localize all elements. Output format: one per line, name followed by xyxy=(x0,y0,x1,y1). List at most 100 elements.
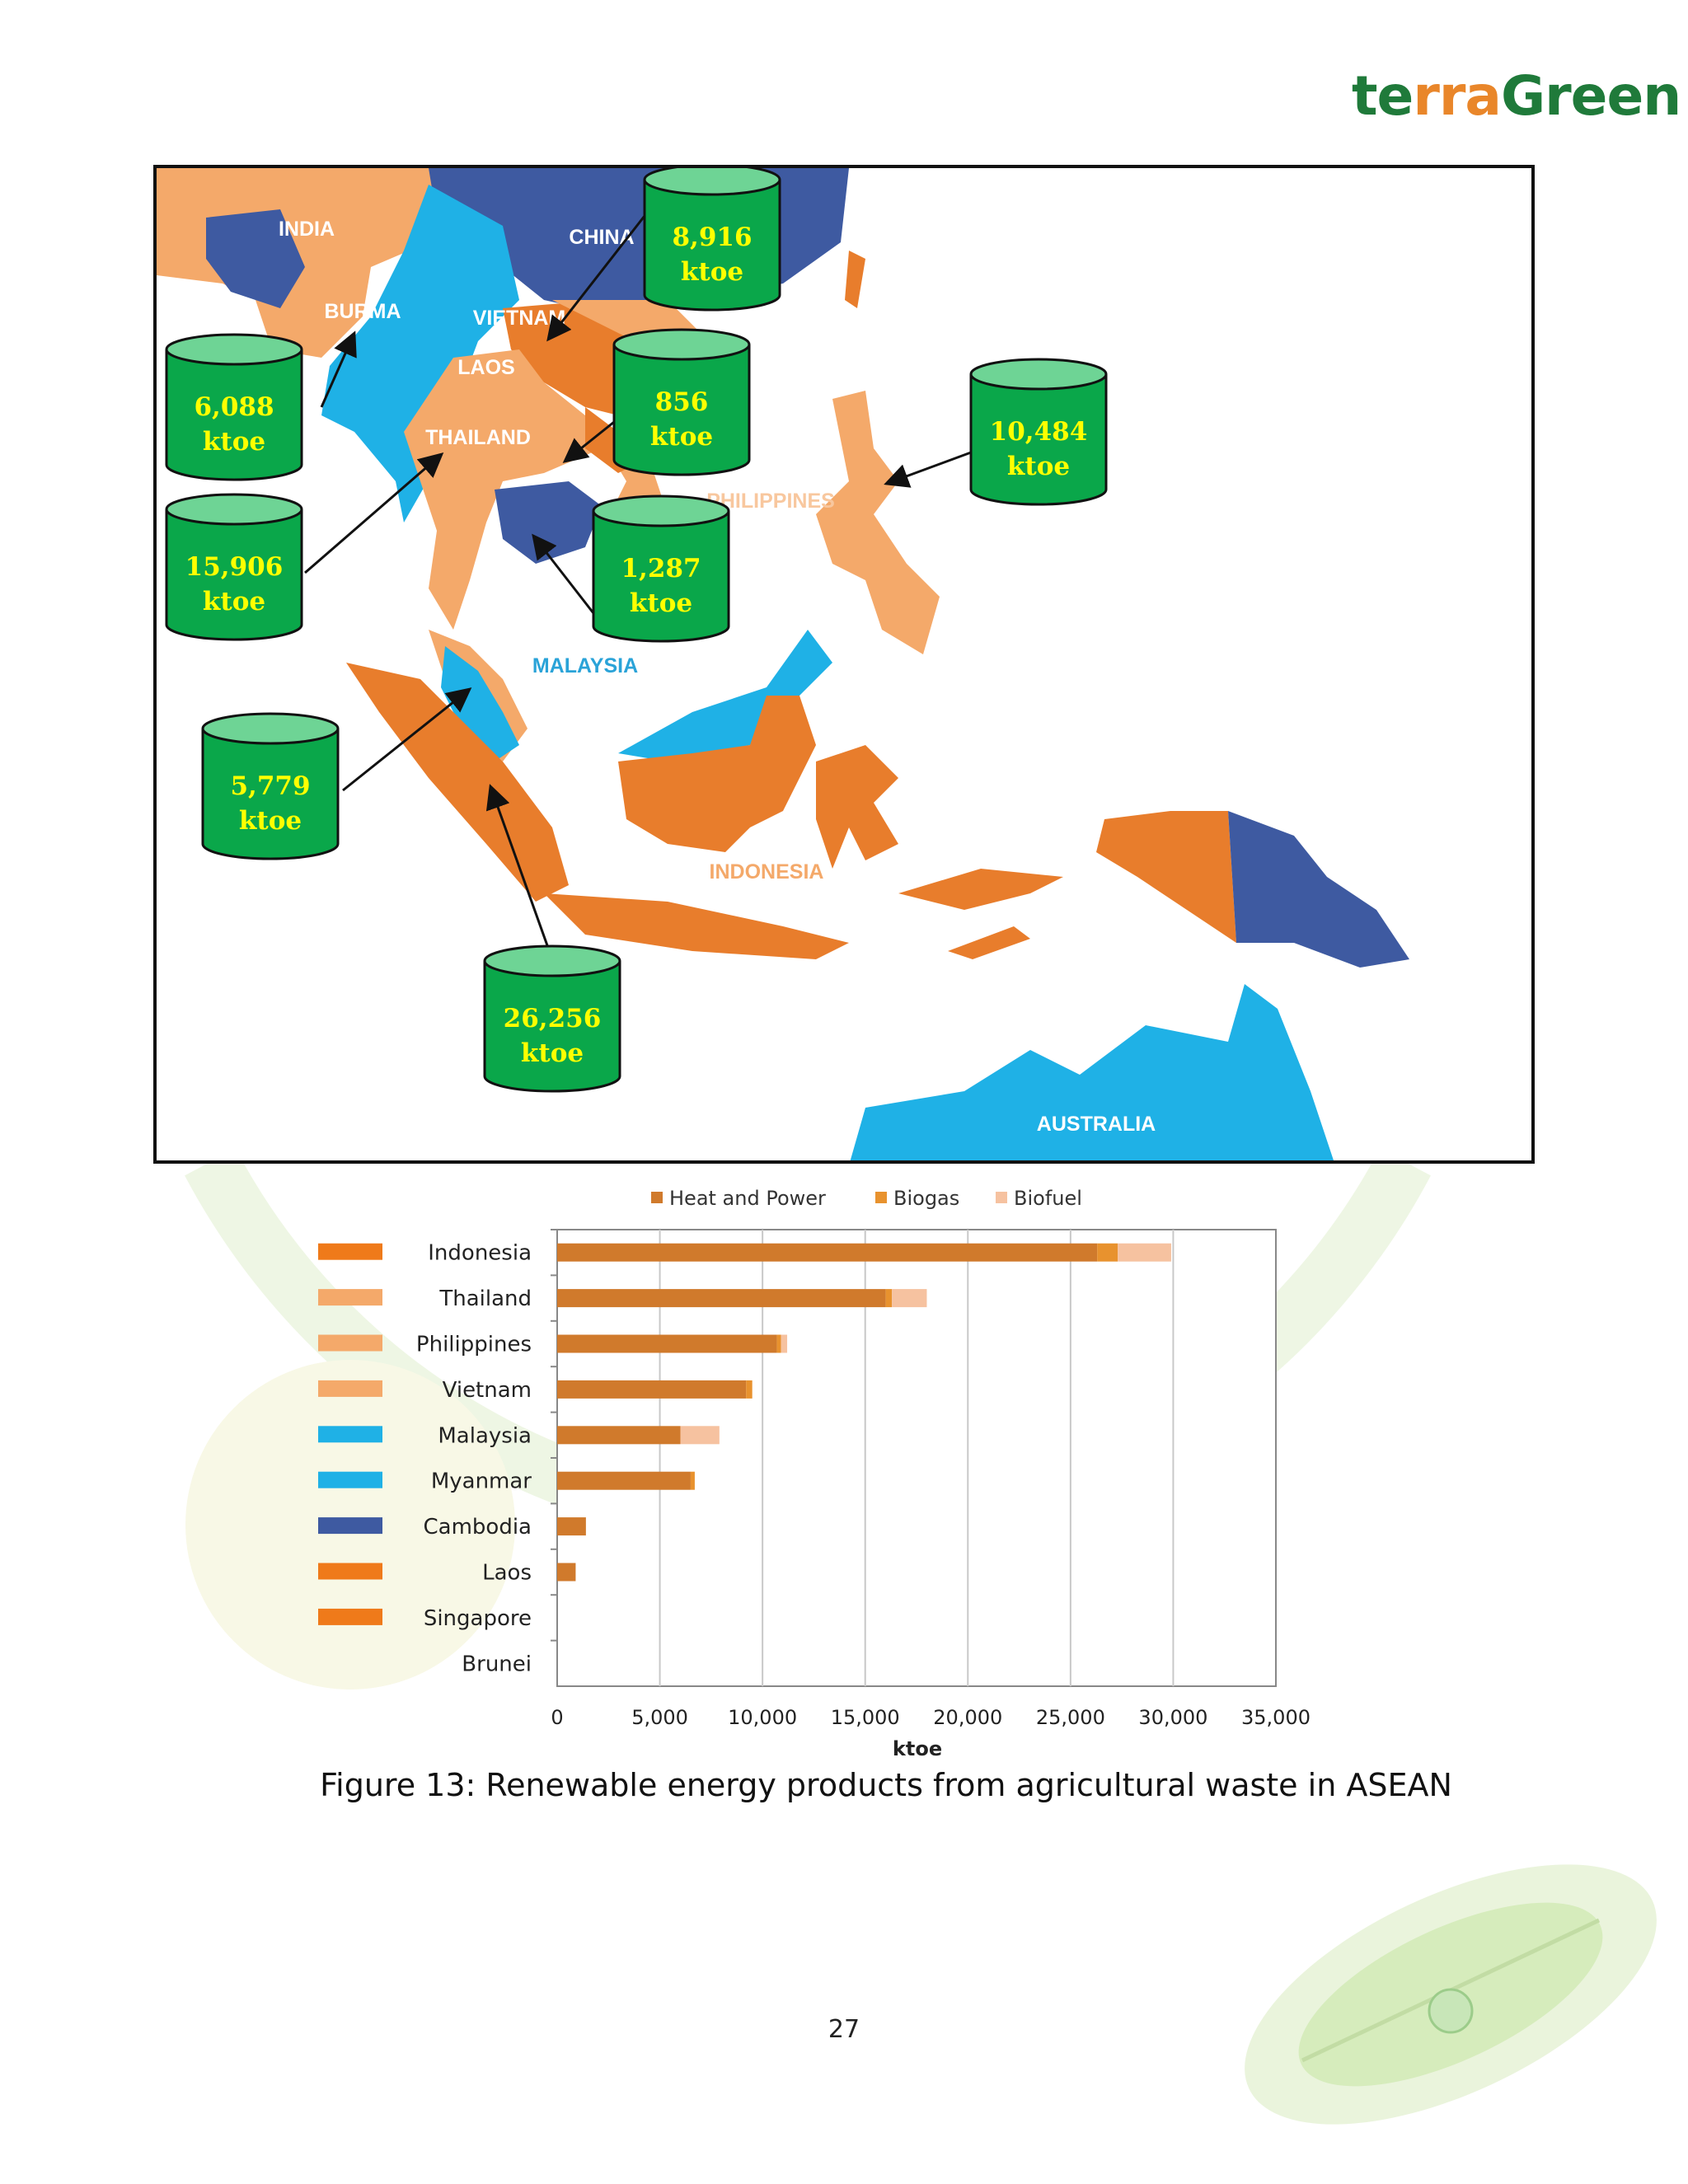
philippines-shape xyxy=(816,391,940,654)
map-label-china: CHINA xyxy=(569,226,634,249)
bar-segment xyxy=(557,1517,586,1536)
terragreen-logo: terraGreen xyxy=(1352,64,1681,128)
x-tick-label: 30,000 xyxy=(1138,1706,1207,1729)
bar-segment xyxy=(892,1289,927,1308)
map-label-burma: BURMA xyxy=(324,300,401,323)
timor-shape xyxy=(948,926,1030,959)
callout-value: 15,906 xyxy=(185,552,284,582)
taiwan-shape xyxy=(845,251,865,308)
map-label-laos: LAOS xyxy=(457,356,514,379)
bangladesh-shape xyxy=(206,209,305,308)
legend-label: Biogas xyxy=(893,1187,960,1210)
cylinder-cambodia: 1,287 ktoe xyxy=(592,494,730,643)
borneo-indonesia-shape xyxy=(618,696,816,852)
legend-label: Biofuel xyxy=(1014,1187,1082,1210)
category-swatch xyxy=(318,1334,382,1352)
category-label: Thailand xyxy=(438,1286,532,1311)
x-tick-label: 25,000 xyxy=(1036,1706,1105,1729)
papua-indonesia-shape xyxy=(1096,811,1236,943)
islands-shape xyxy=(898,869,1063,910)
callout-value: 856 xyxy=(655,387,709,417)
category-label: Laos xyxy=(482,1561,532,1586)
map-label-india: INDIA xyxy=(279,218,335,241)
callout-unit: ktoe xyxy=(630,588,692,618)
category-label: Indonesia xyxy=(428,1241,532,1266)
cylinder-indonesia: 26,256 ktoe xyxy=(483,944,621,1093)
bar-segment xyxy=(776,1334,781,1353)
legend-item-heat-power: Heat and Power xyxy=(651,1187,826,1210)
legend-item-biogas: Biogas xyxy=(875,1187,959,1210)
legend-label: Heat and Power xyxy=(669,1187,826,1210)
bar-segment xyxy=(557,1380,747,1399)
cambodia-shape xyxy=(495,481,602,564)
leaf-illustration xyxy=(1245,1864,1657,2125)
legend-item-biofuel: Biofuel xyxy=(996,1187,1082,1210)
callout-unit: ktoe xyxy=(239,806,302,836)
callout-value: 10,484 xyxy=(990,417,1088,447)
callout-unit: ktoe xyxy=(1007,452,1070,481)
x-tick-label: 5,000 xyxy=(631,1706,688,1729)
callout-value: 8,916 xyxy=(672,223,752,252)
sumatra-shape xyxy=(346,663,569,902)
callout-unit: ktoe xyxy=(203,587,265,616)
bar-segment xyxy=(557,1289,886,1308)
category-label: Brunei xyxy=(462,1652,532,1676)
category-swatch xyxy=(318,1289,382,1306)
map-label-australia: AUSTRALIA xyxy=(1037,1113,1156,1136)
australia-shape xyxy=(850,984,1334,1160)
cylinder-vietnam: 8,916 ktoe xyxy=(643,168,781,312)
category-label: Singapore xyxy=(424,1606,532,1631)
x-tick-label: 35,000 xyxy=(1241,1706,1311,1729)
asean-map-figure: CHINA INDIA BURMA LAOS VIETNAM THAILAND … xyxy=(153,165,1535,1164)
category-swatch xyxy=(318,1563,382,1580)
callout-cylinders: 8,916 ktoe 6,088 ktoe 856 ktoe 10,484 kt… xyxy=(165,168,1108,1093)
x-tick-label: 20,000 xyxy=(933,1706,1002,1729)
category-label: Vietnam xyxy=(443,1378,532,1403)
bar-segment xyxy=(746,1380,753,1399)
x-tick-label: 10,000 xyxy=(728,1706,797,1729)
bar-segment xyxy=(557,1334,777,1353)
bar-segment xyxy=(557,1243,1098,1262)
category-label: Malaysia xyxy=(438,1423,532,1448)
callout-arrows xyxy=(304,215,972,960)
category-swatch xyxy=(318,1243,382,1260)
bar-segment xyxy=(557,1563,576,1582)
bar-segment xyxy=(557,1471,691,1490)
callout-unit: ktoe xyxy=(203,427,265,457)
category-swatch xyxy=(318,1426,382,1443)
category-swatch xyxy=(318,1380,382,1397)
category-label: Cambodia xyxy=(424,1515,532,1540)
cylinder-thailand: 15,906 ktoe xyxy=(165,493,303,641)
category-label: Myanmar xyxy=(431,1469,532,1494)
legend-swatch xyxy=(996,1192,1007,1203)
callout-value: 1,287 xyxy=(621,554,701,583)
burma-shape xyxy=(321,185,519,523)
bar-segment xyxy=(557,1426,681,1445)
legend-swatch xyxy=(651,1192,663,1203)
java-shape xyxy=(544,893,849,959)
callout-value: 5,779 xyxy=(230,771,310,801)
x-tick-label: 15,000 xyxy=(831,1706,900,1729)
cylinder-philippines: 10,484 ktoe xyxy=(969,358,1108,506)
papua-new-guinea-shape xyxy=(1228,811,1409,968)
malaysia-peninsula-shape xyxy=(441,646,519,762)
bar-segment xyxy=(1097,1243,1118,1262)
map-label-thailand: THAILAND xyxy=(425,426,531,449)
legend-swatch xyxy=(875,1192,887,1203)
category-swatch xyxy=(318,1608,382,1625)
callout-unit: ktoe xyxy=(650,422,713,452)
bar-segment xyxy=(885,1289,893,1308)
callout-unit: ktoe xyxy=(521,1038,584,1068)
callout-value: 26,256 xyxy=(504,1004,602,1033)
map-svg: CHINA INDIA BURMA LAOS VIETNAM THAILAND … xyxy=(157,168,1409,1160)
category-swatch xyxy=(318,1517,382,1535)
bar-segment xyxy=(781,1334,788,1353)
callout-unit: ktoe xyxy=(681,257,743,287)
category-swatch xyxy=(318,1471,382,1488)
cylinder-myanmar: 6,088 ktoe xyxy=(165,333,303,481)
cylinder-malaysia: 5,779 ktoe xyxy=(201,712,340,860)
x-axis-label: ktoe xyxy=(893,1737,942,1760)
bar-segment xyxy=(680,1426,720,1445)
thailand-shape xyxy=(404,349,602,630)
